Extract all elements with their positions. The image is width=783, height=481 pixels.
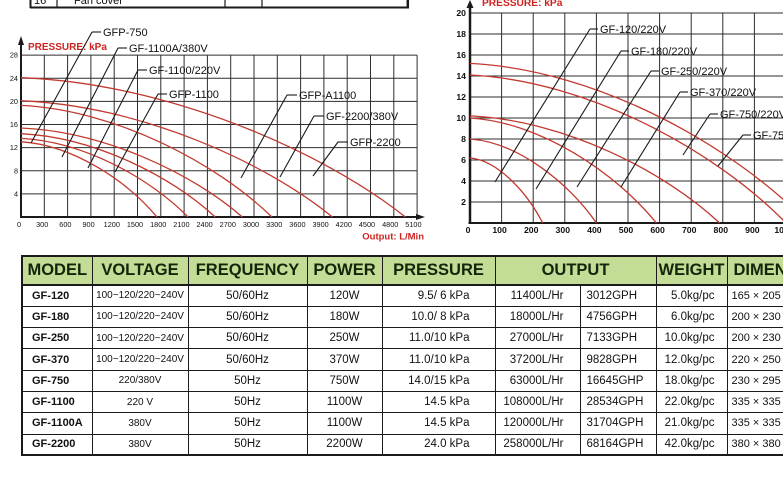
svg-text:400: 400	[587, 225, 602, 235]
svg-text:0: 0	[466, 225, 471, 235]
svg-text:2700: 2700	[220, 220, 236, 229]
svg-text:4800: 4800	[382, 220, 398, 229]
svg-text:3900: 3900	[312, 220, 328, 229]
svg-text:GF-750/380V: GF-750/380V	[753, 130, 783, 142]
svg-text:2: 2	[461, 197, 466, 207]
svg-text:3600: 3600	[289, 220, 305, 229]
svg-text:5100: 5100	[405, 220, 421, 229]
svg-text:1500: 1500	[127, 220, 143, 229]
svg-text:100: 100	[492, 225, 507, 235]
svg-text:GF-120/220V: GF-120/220V	[600, 24, 667, 36]
svg-text:200: 200	[524, 225, 539, 235]
svg-text:14: 14	[456, 71, 466, 81]
svg-text:18: 18	[456, 29, 466, 39]
svg-text:GFP-A1100: GFP-A1100	[299, 90, 356, 102]
svg-text:500: 500	[619, 225, 634, 235]
svg-text:3300: 3300	[266, 220, 282, 229]
svg-text:700: 700	[682, 225, 697, 235]
svg-text:2400: 2400	[196, 220, 212, 229]
svg-text:16: 16	[456, 50, 466, 60]
svg-text:10: 10	[456, 113, 466, 123]
svg-text:28: 28	[10, 51, 18, 60]
svg-text:4200: 4200	[336, 220, 352, 229]
svg-text:6: 6	[461, 155, 466, 165]
svg-text:3000: 3000	[243, 220, 259, 229]
svg-text:8: 8	[14, 166, 18, 175]
svg-text:GF-1100A/380V: GF-1100A/380V	[129, 43, 208, 55]
svg-text:300: 300	[36, 220, 48, 229]
svg-text:16: 16	[10, 120, 18, 129]
svg-text:900: 900	[83, 220, 95, 229]
svg-text:600: 600	[650, 225, 665, 235]
svg-text:12: 12	[456, 92, 466, 102]
svg-text:1800: 1800	[150, 220, 166, 229]
svg-text:300: 300	[556, 225, 571, 235]
svg-text:16: 16	[34, 0, 46, 7]
svg-text:1200: 1200	[104, 220, 120, 229]
svg-text:GF-750/220V: GF-750/220V	[720, 109, 783, 121]
svg-text:Fan cover: Fan cover	[74, 0, 123, 7]
svg-text:GF-1100/220V: GF-1100/220V	[149, 65, 221, 77]
svg-text:GFP-750: GFP-750	[103, 27, 148, 39]
svg-text:GF-370/220V: GF-370/220V	[690, 87, 757, 99]
svg-text:Output: L/Min: Output: L/Min	[362, 232, 424, 243]
svg-text:900: 900	[745, 225, 760, 235]
svg-text:GF-180/220V: GF-180/220V	[631, 46, 698, 58]
svg-text:12: 12	[10, 143, 18, 152]
svg-text:PRESSURE: kPa: PRESSURE: kPa	[482, 0, 563, 9]
svg-text:2100: 2100	[173, 220, 189, 229]
svg-text:PRESSURE: kPa: PRESSURE: kPa	[28, 42, 107, 53]
svg-text:8: 8	[461, 134, 466, 144]
svg-text:4500: 4500	[359, 220, 375, 229]
svg-text:20: 20	[10, 97, 18, 106]
svg-text:GFP-2200: GFP-2200	[350, 137, 401, 149]
svg-text:GF-250/220V: GF-250/220V	[661, 66, 728, 78]
svg-text:GF-2200/380V: GF-2200/380V	[326, 111, 399, 123]
svg-text:GFP-1100: GFP-1100	[169, 89, 219, 101]
svg-text:24: 24	[10, 74, 18, 83]
svg-text:4: 4	[461, 176, 466, 186]
svg-text:4: 4	[14, 190, 18, 199]
svg-text:1000: 1000	[774, 225, 783, 235]
svg-text:600: 600	[59, 220, 71, 229]
svg-text:800: 800	[714, 225, 729, 235]
svg-text:0: 0	[17, 220, 21, 229]
svg-text:20: 20	[456, 8, 466, 18]
